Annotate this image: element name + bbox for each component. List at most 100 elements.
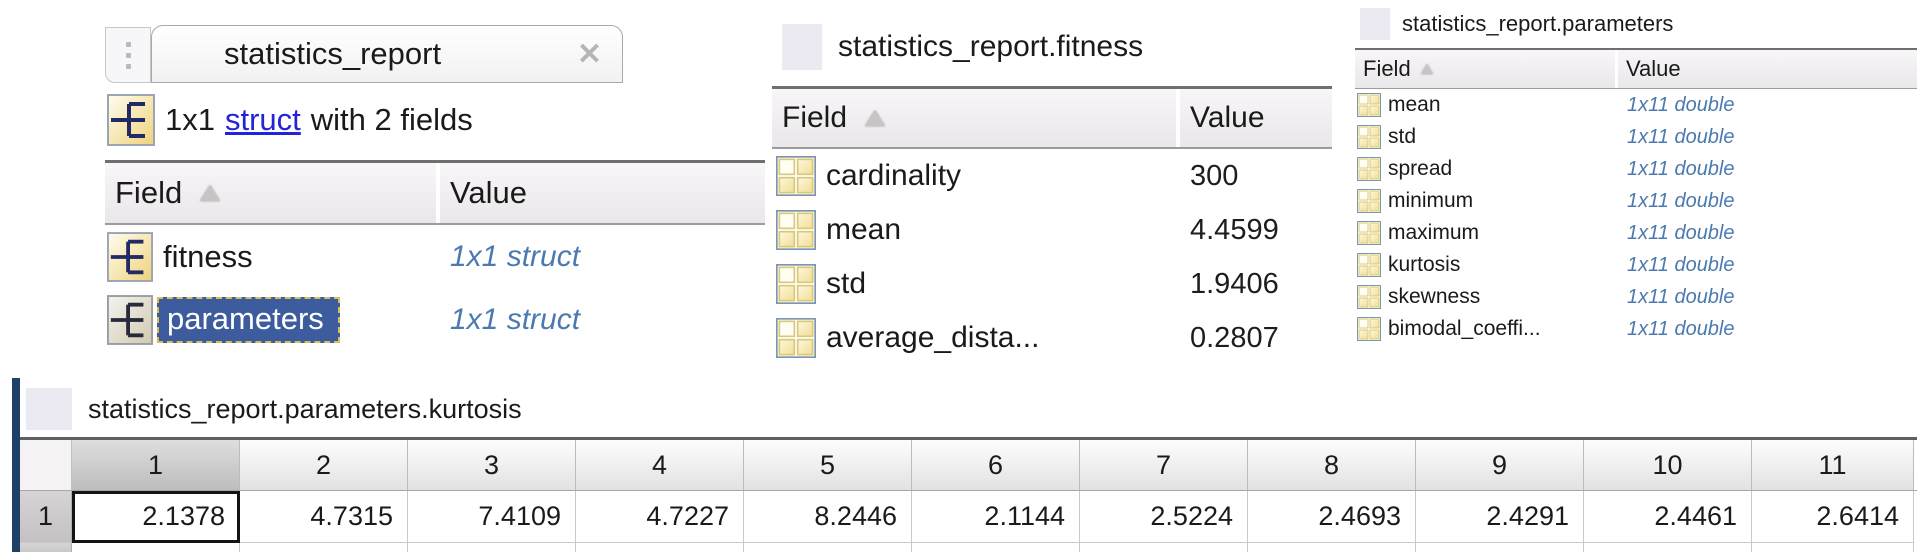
grid-cell[interactable] <box>912 543 1080 552</box>
field-name: minimum <box>1388 189 1474 212</box>
grid-cell[interactable]: 8.2446 <box>744 491 912 543</box>
field-name: std <box>826 267 867 300</box>
grid-cell[interactable]: 2.6414 <box>1752 491 1914 543</box>
column-header-value[interactable]: Value <box>1180 89 1332 147</box>
grid-cell[interactable] <box>240 543 408 552</box>
tab-drag-handle[interactable] <box>105 27 151 83</box>
grid-data-row: 1 2.1378 4.7315 7.4109 4.7227 8.2446 2.1… <box>20 491 1917 543</box>
field-name: kurtosis <box>1388 253 1461 276</box>
grid-cell[interactable]: 4.7227 <box>576 491 744 543</box>
struct-field-table: Field Value fitness 1x1 struct parameter… <box>105 160 765 351</box>
field-row-skewness[interactable]: skewness 1x11 double <box>1355 281 1917 313</box>
column-header-field[interactable]: Field <box>105 163 436 223</box>
grid-column-header[interactable]: 10 <box>1584 440 1752 490</box>
grid-column-header[interactable]: 7 <box>1080 440 1248 490</box>
grid-stub-row <box>20 543 1917 552</box>
column-header-field[interactable]: Field <box>772 89 1176 147</box>
field-name: fitness <box>163 238 253 274</box>
grid-column-header[interactable]: 11 <box>1752 440 1914 490</box>
tab-label: statistics_report <box>224 36 442 71</box>
field-row-std[interactable]: std 1x11 double <box>1355 121 1917 153</box>
grid-cell[interactable] <box>1752 543 1914 552</box>
tab-statistics-report[interactable]: statistics_report ✕ <box>151 25 623 83</box>
grid-cell[interactable] <box>1248 543 1416 552</box>
grid-column-header[interactable]: 8 <box>1248 440 1416 490</box>
grid-column-header[interactable]: 5 <box>744 440 912 490</box>
field-row-average-distance[interactable]: average_dista... 0.2807 <box>772 311 1332 365</box>
grid-cell[interactable] <box>72 543 240 552</box>
document-icon <box>1360 8 1390 40</box>
field-row-minimum[interactable]: minimum 1x11 double <box>1355 185 1917 217</box>
close-icon[interactable]: ✕ <box>576 37 602 71</box>
grid-column-header[interactable]: 3 <box>408 440 576 490</box>
field-row-std[interactable]: std 1.9406 <box>772 257 1332 311</box>
struct-type-link[interactable]: struct <box>224 102 301 137</box>
grid-column-header[interactable]: 6 <box>912 440 1080 490</box>
grid-cell[interactable]: 7.4109 <box>408 491 576 543</box>
matrix-icon <box>1357 284 1381 310</box>
matrix-icon <box>1357 124 1381 150</box>
field-row-cardinality[interactable]: cardinality 300 <box>772 149 1332 203</box>
kurtosis-data-grid: 1 2 3 4 5 6 7 8 9 10 11 1 2.1378 4.7315 … <box>20 437 1917 552</box>
field-row-mean[interactable]: mean 1x11 double <box>1355 89 1917 121</box>
field-value: 1x11 double <box>1627 125 1735 148</box>
grid-cell[interactable]: 2.4693 <box>1248 491 1416 543</box>
column-header-label: Field <box>782 101 848 134</box>
grid-cell[interactable]: 4.7315 <box>240 491 408 543</box>
grid-cell[interactable] <box>576 543 744 552</box>
field-name: spread <box>1388 157 1453 180</box>
field-row-bimodal-coefficient[interactable]: bimodal_coeffi... 1x11 double <box>1355 313 1917 345</box>
field-row-kurtosis[interactable]: kurtosis 1x11 double <box>1355 249 1917 281</box>
column-header-field[interactable]: Field <box>1355 50 1615 88</box>
grid-corner[interactable] <box>20 440 72 490</box>
grid-cell[interactable] <box>1416 543 1584 552</box>
grid-cell-selected[interactable]: 2.1378 <box>72 491 240 543</box>
grid-row-header[interactable]: 1 <box>20 491 72 543</box>
field-row-mean[interactable]: mean 4.4599 <box>772 203 1332 257</box>
grid-cell[interactable]: 2.5224 <box>1080 491 1248 543</box>
field-row-fitness[interactable]: fitness 1x1 struct <box>105 225 765 288</box>
column-header-label: Value <box>450 175 527 210</box>
grid-cell[interactable] <box>1080 543 1248 552</box>
grid-cell[interactable]: 2.4461 <box>1584 491 1752 543</box>
sort-ascending-icon <box>200 185 221 201</box>
grid-cell[interactable] <box>744 543 912 552</box>
grid-column-header[interactable]: 4 <box>576 440 744 490</box>
struct-icon <box>107 231 153 282</box>
field-name: mean <box>826 213 902 246</box>
sort-ascending-icon <box>865 110 886 126</box>
matrix-icon <box>1357 92 1381 118</box>
struct-icon <box>107 94 155 146</box>
grid-cell[interactable] <box>1584 543 1752 552</box>
field-row-maximum[interactable]: maximum 1x11 double <box>1355 217 1917 249</box>
matrix-icon <box>1357 156 1381 182</box>
field-name: skewness <box>1388 285 1481 308</box>
grid-cell[interactable]: 2.1144 <box>912 491 1080 543</box>
grid-column-header[interactable]: 1 <box>72 440 240 490</box>
kurtosis-panel-title: statistics_report.parameters.kurtosis <box>26 388 522 430</box>
matrix-icon <box>1357 252 1381 278</box>
grid-row-header[interactable] <box>20 543 72 552</box>
column-header-label: Value <box>1626 56 1681 81</box>
panel-title-text: statistics_report.fitness <box>838 30 1144 63</box>
parameters-panel-title: statistics_report.parameters <box>1360 8 1673 40</box>
column-header-value[interactable]: Value <box>440 163 765 223</box>
grid-cell[interactable] <box>408 543 576 552</box>
matrix-icon <box>1357 188 1381 214</box>
field-value: 4.4599 <box>1190 213 1279 246</box>
field-row-parameters[interactable]: parameters 1x1 struct <box>105 288 765 351</box>
grid-column-header[interactable]: 2 <box>240 440 408 490</box>
sort-ascending-icon <box>1420 64 1433 74</box>
field-row-spread[interactable]: spread 1x11 double <box>1355 153 1917 185</box>
grid-column-header[interactable]: 9 <box>1416 440 1584 490</box>
field-name: average_dista... <box>826 321 1040 354</box>
column-header-value[interactable]: Value <box>1618 50 1917 88</box>
matrix-icon <box>776 209 816 251</box>
matrix-icon <box>776 263 816 305</box>
field-value: 1x11 double <box>1627 253 1735 276</box>
field-name: std <box>1388 125 1417 148</box>
grid-cell[interactable]: 2.4291 <box>1416 491 1584 543</box>
fitness-field-table: Field Value cardinality 300 mean 4.4599 … <box>772 86 1332 365</box>
field-name: cardinality <box>826 159 962 192</box>
summary-dims: 1x1 <box>165 102 215 137</box>
